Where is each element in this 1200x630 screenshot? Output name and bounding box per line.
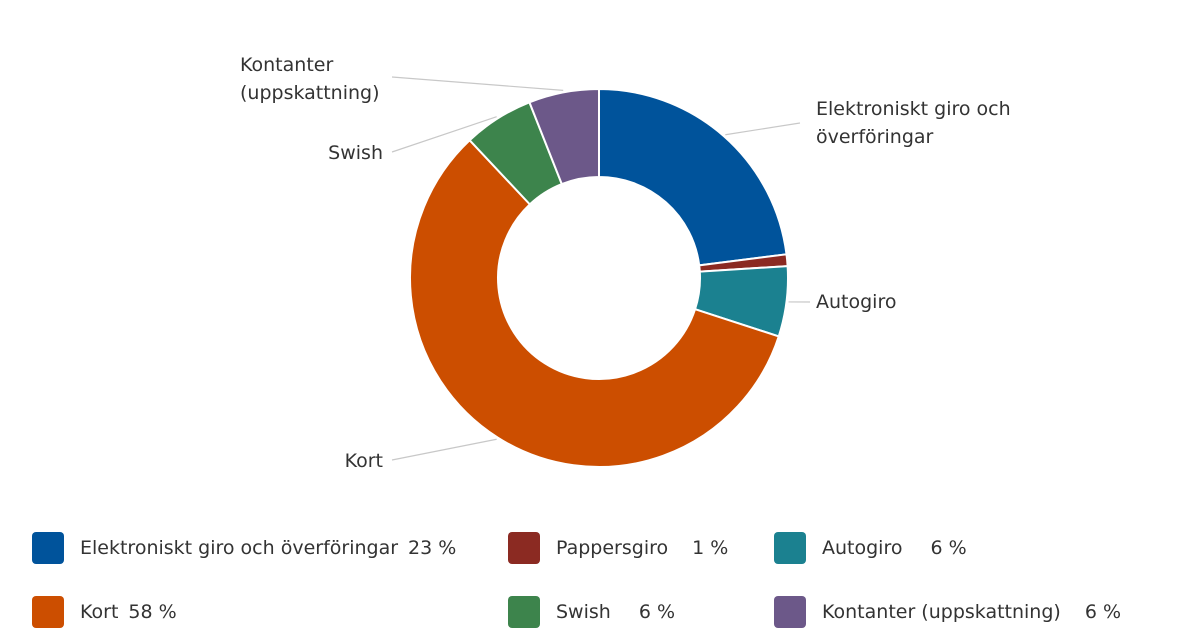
legend-label: Pappersgiro [556, 537, 669, 559]
legend-swatch [774, 596, 806, 628]
legend-label: Elektroniskt giro och överföringar [80, 537, 399, 559]
callout-line: (uppskattning) [240, 82, 380, 104]
leader-kontanter-uppskattning [391, 76, 564, 91]
legend-value: 6 % [638, 601, 676, 623]
legend-value: 58 % [128, 601, 177, 623]
legend-value: 23 % [408, 537, 457, 559]
legend-label: Kontanter (uppskattning) [822, 601, 1061, 623]
legend-swatch [508, 532, 540, 564]
legend-label: Kort [80, 601, 119, 623]
callout-leaders [391, 76, 811, 461]
legend-swatch [32, 596, 64, 628]
legend-item-autogiro[interactable]: Autogiro 6 % [774, 532, 967, 564]
legend-item-kort[interactable]: Kort 58 % [32, 596, 177, 628]
legend-item-swish[interactable]: Swish 6 % [508, 596, 675, 628]
slice-kort[interactable] [409, 138, 781, 468]
callout-swish: Swish [328, 142, 383, 164]
leader-swish [391, 116, 497, 153]
legend-item-kontanter[interactable]: Kontanter (uppskattning) 6 % [774, 596, 1121, 628]
slice-elektroniskt-giro-och-verf-ringar[interactable] [598, 87, 788, 267]
legend-swatch [32, 532, 64, 564]
callout-line: Swish [328, 142, 383, 164]
legend-label: Autogiro [822, 537, 903, 559]
callout-line: överföringar [816, 126, 934, 148]
slice-kontanter-uppskattning[interactable] [528, 87, 600, 186]
callout-kontanter-uppskattning: Kontanter (uppskattning) [240, 54, 380, 104]
callout-labels: Elektroniskt giro och överföringar Autogir… [240, 54, 1011, 472]
donut-slices [409, 87, 789, 468]
leader-kort [391, 438, 497, 461]
leader-elektroniskt-giro-och-verf-ringar [725, 122, 801, 136]
legend-label: Swish [556, 601, 611, 623]
legend-swatch [774, 532, 806, 564]
legend-item-elektroniskt-giro[interactable]: Elektroniskt giro och överföringar 23 % [32, 532, 456, 564]
callout-line: Elektroniskt giro och [816, 98, 1011, 120]
donut-chart: Elektroniskt giro och överföringar Autogir… [240, 54, 1011, 472]
legend-value: 6 % [1084, 601, 1122, 623]
legend-value: 6 % [930, 537, 967, 559]
callout-line: Kontanter [240, 54, 333, 76]
callout-autogiro: Autogiro [816, 291, 896, 313]
legend-item-pappersgiro[interactable]: Pappersgiro 1 % [508, 532, 728, 564]
callout-line: Autogiro [816, 291, 896, 313]
callout-line: Kort [345, 450, 383, 472]
legend-value: 1 % [692, 537, 729, 559]
legend-swatch [508, 596, 540, 628]
callout-kort: Kort [345, 450, 383, 472]
callout-elektroniskt-giro-och-verf-ringar: Elektroniskt giro och överföringar [816, 98, 1011, 148]
